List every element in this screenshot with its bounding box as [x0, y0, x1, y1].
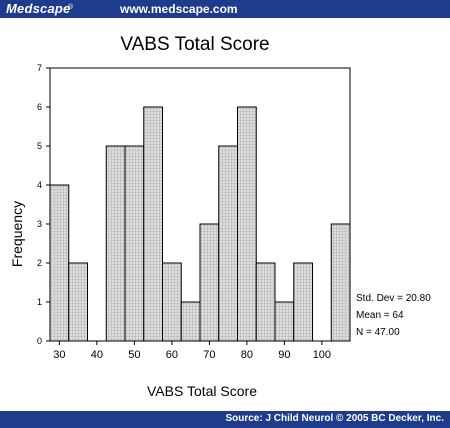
histogram-bar — [49, 184, 70, 342]
y-tick-label: 4 — [37, 180, 42, 190]
y-tick-label: 3 — [37, 219, 42, 229]
x-tick-label: 80 — [241, 349, 253, 361]
x-tick-group: 30 40 50 60 70 80 90 100 — [53, 341, 331, 361]
x-tick-label: 70 — [203, 349, 215, 361]
histogram-bar — [162, 262, 182, 342]
x-tick-label: 50 — [128, 349, 140, 361]
y-tick-group: 0 1 2 3 4 5 6 7 — [37, 63, 50, 346]
stats-label: Mean = 64 — [356, 310, 404, 321]
x-axis-label: VABS Total Score — [147, 383, 257, 399]
x-tick-label: 100 — [313, 349, 331, 361]
x-tick-label: 40 — [91, 349, 103, 361]
histogram-bar — [143, 106, 163, 342]
histogram-bar — [124, 145, 145, 342]
histogram-bar — [255, 262, 276, 342]
header-banner: Medscape ® www.medscape.com — [0, 0, 450, 18]
medscape-logo: Medscape — [6, 1, 71, 16]
y-tick-label: 5 — [37, 141, 42, 151]
histogram-bar — [199, 223, 220, 342]
histogram-bar — [274, 301, 295, 342]
histogram-chart: VABS Total Score Frequency VABS Total Sc… — [9, 34, 431, 399]
x-tick-label: 90 — [278, 349, 290, 361]
bar-group — [49, 106, 351, 342]
histogram-bar — [237, 106, 257, 342]
y-axis-label: Frequency — [9, 201, 25, 267]
histogram-bar — [293, 262, 313, 342]
y-tick-label: 7 — [37, 63, 42, 73]
histogram-bar — [218, 145, 238, 342]
y-tick-label: 1 — [37, 297, 42, 307]
y-tick-label: 0 — [37, 336, 42, 346]
histogram-bar — [330, 223, 351, 342]
source-citation: Source: J Child Neurol © 2005 BC Decker,… — [225, 413, 444, 424]
y-tick-label: 2 — [37, 258, 42, 268]
registered-mark: ® — [68, 4, 74, 11]
x-tick-label: 30 — [53, 349, 65, 361]
footer-banner: Source: J Child Neurol © 2005 BC Decker,… — [0, 411, 450, 428]
stats-label: N = 47.00 — [356, 327, 400, 338]
site-url-link[interactable]: www.medscape.com — [120, 2, 238, 16]
stats-label: Std. Dev = 20.80 — [356, 293, 431, 304]
histogram-bar — [105, 145, 126, 342]
histogram-bar — [180, 301, 201, 342]
x-tick-label: 60 — [166, 349, 178, 361]
chart-title: VABS Total Score — [120, 34, 269, 55]
histogram-bar — [68, 262, 88, 342]
stats-group: Std. Dev = 20.80 Mean = 64 N = 47.00 — [356, 293, 431, 338]
y-tick-label: 6 — [37, 102, 42, 112]
